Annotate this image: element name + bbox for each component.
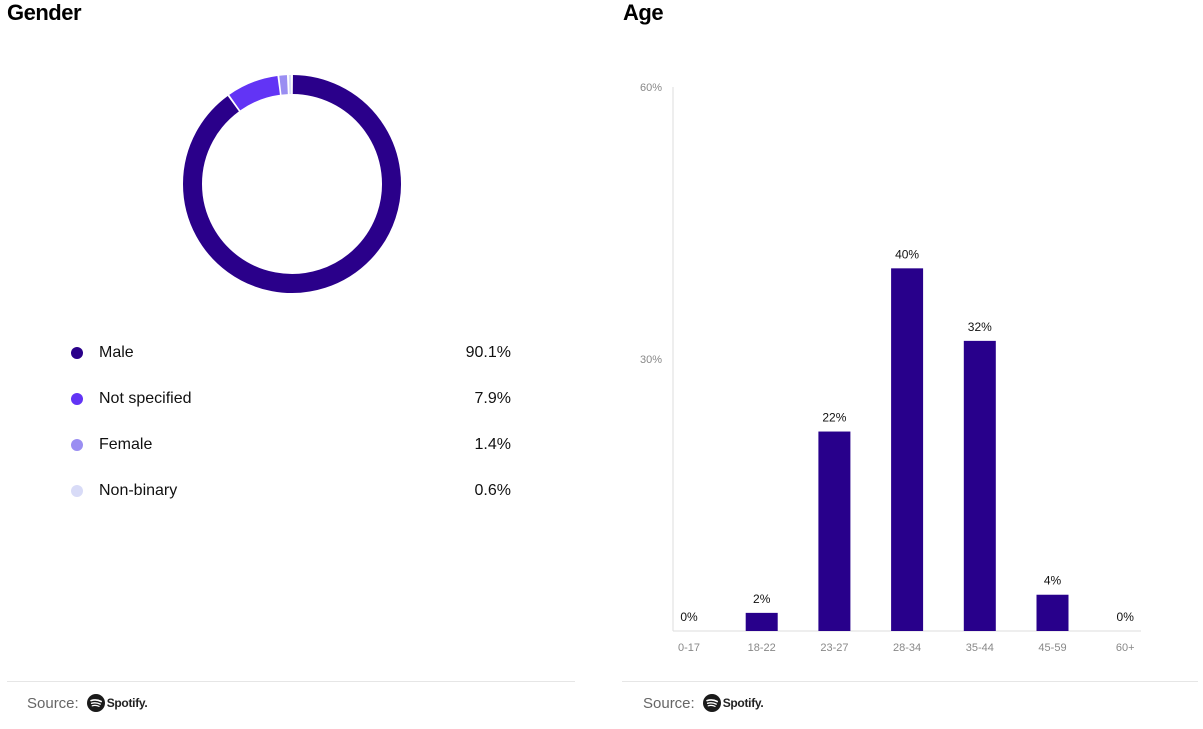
gender-source-logo: Spotify.	[86, 694, 148, 712]
age-bar-45-59	[1036, 594, 1069, 631]
gender-donut-chart	[181, 73, 403, 295]
bar-data-label: 2%	[753, 592, 771, 606]
x-tick-label: 0-17	[678, 642, 700, 654]
bar-data-label: 32%	[968, 320, 992, 334]
legend-item: Not specified 7.9%	[71, 386, 511, 432]
legend-label: Female	[99, 436, 153, 453]
gender-title: Gender	[7, 0, 82, 25]
gender-panel: Gender Male 90.1% Not specified 7.9% Female 1…	[0, 0, 585, 729]
legend-label: Male	[99, 344, 134, 361]
spotify-icon	[702, 694, 721, 712]
x-tick-label: 18-22	[748, 642, 776, 654]
x-tick-label: 23-27	[820, 642, 848, 654]
gender-legend: Male 90.1% Not specified 7.9% Female 1.4% Non-…	[71, 340, 511, 524]
legend-swatch	[71, 485, 83, 497]
legend-swatch	[71, 439, 83, 451]
legend-swatch	[71, 393, 83, 405]
age-bar-35-44	[963, 340, 996, 631]
gender-divider	[7, 681, 575, 682]
legend-item: Non-binary 0.6%	[71, 478, 511, 524]
age-source: Source: Spotify.	[643, 694, 764, 712]
age-bar-svg: 60% 30% 0% 0-17 2% 18-22 22% 23-27 40% 28-34 32% 35…	[640, 82, 1141, 654]
legend-value: 1.4%	[474, 436, 511, 453]
age-panel: Age 60% 30% 0% 0-17 2% 18-22 22% 23-27 40% 28-34 3…	[615, 0, 1203, 729]
age-bar-18-22	[745, 612, 778, 631]
age-bar-28-34	[891, 268, 924, 631]
x-tick-label: 28-34	[893, 642, 921, 654]
bar-data-label: 22%	[822, 411, 846, 425]
gender-source-label: Source:	[27, 694, 79, 712]
y-tick-label: 60%	[640, 82, 662, 94]
gender-source: Source: Spotify.	[27, 694, 148, 712]
legend-label: Non-binary	[99, 482, 178, 499]
donut-slice-not-specified	[229, 75, 281, 111]
x-tick-label: 60+	[1116, 642, 1135, 654]
spotify-icon	[86, 694, 105, 712]
age-bar-chart: 60% 30% 0% 0-17 2% 18-22 22% 23-27 40% 28-34 32% 35…	[615, 0, 1203, 729]
spotify-wordmark: Spotify.	[106, 696, 148, 710]
donut-slice-male	[183, 75, 401, 293]
bar-data-label: 4%	[1044, 574, 1062, 588]
legend-value: 7.9%	[474, 390, 511, 407]
bar-data-label: 40%	[895, 247, 919, 261]
donut-slice-female	[279, 75, 288, 95]
bar-data-label: 0%	[1117, 610, 1135, 624]
age-source-logo: Spotify.	[702, 694, 764, 712]
legend-value: 90.1%	[465, 344, 511, 361]
age-source-label: Source:	[643, 694, 695, 712]
age-title: Age	[623, 0, 664, 25]
legend-item: Female 1.4%	[71, 432, 511, 478]
age-bar-23-27	[818, 431, 851, 631]
age-divider	[622, 681, 1198, 682]
x-tick-label: 45-59	[1038, 642, 1066, 654]
spotify-wordmark: Spotify.	[722, 696, 764, 710]
bar-data-label: 0%	[680, 610, 698, 624]
gender-donut-svg	[183, 75, 401, 293]
legend-value: 0.6%	[474, 482, 511, 499]
x-tick-label: 35-44	[966, 642, 994, 654]
legend-swatch	[71, 347, 83, 359]
legend-label: Not specified	[99, 390, 192, 407]
legend-item: Male 90.1%	[71, 340, 511, 386]
y-tick-label: 30%	[640, 354, 662, 366]
